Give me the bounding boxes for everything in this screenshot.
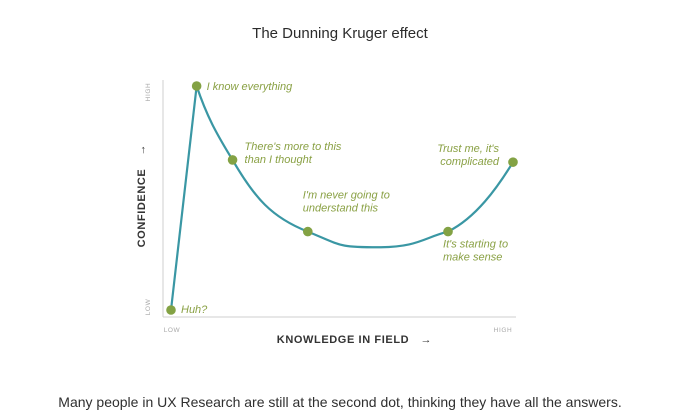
y-axis-arrow-icon: →: [136, 145, 148, 156]
y-axis-label: CONFIDENCE →: [136, 145, 148, 248]
chart-title: The Dunning Kruger effect: [252, 25, 428, 42]
x-tick-low: LOW: [164, 327, 181, 334]
x-axis-title: KNOWLEDGE IN FIELD: [277, 334, 409, 346]
curve-point-4: [303, 226, 313, 237]
curve-label-6: Trust me, it's complicated: [437, 143, 500, 168]
curve-markers: [166, 81, 518, 315]
y-axis-title: CONFIDENCE: [136, 169, 148, 248]
curve-label-2: I know everything: [207, 81, 293, 93]
curve-labels: Huh? I know everything There's more to thi…: [181, 81, 508, 316]
curve-label-4: I'm never going to understand this: [303, 190, 390, 215]
y-tick-high: HIGH: [145, 83, 152, 102]
figure-caption: Many people in UX Research are still at …: [58, 394, 622, 410]
curve-point-5: [443, 226, 453, 237]
curve-label-1: Huh?: [181, 304, 208, 316]
x-tick-high: HIGH: [494, 327, 513, 334]
curve-point-2: [191, 81, 202, 91]
curve-label-5: It's starting to make sense: [443, 239, 508, 264]
curve-point-3: [227, 155, 238, 165]
x-axis-arrow-icon: →: [421, 334, 432, 346]
y-tick-low: LOW: [145, 298, 152, 315]
curve-label-3: There's more to this than I thought: [245, 141, 342, 166]
curve-point-6: [508, 157, 518, 167]
curve-point-1: [166, 305, 176, 315]
confidence-curve: [169, 85, 515, 312]
